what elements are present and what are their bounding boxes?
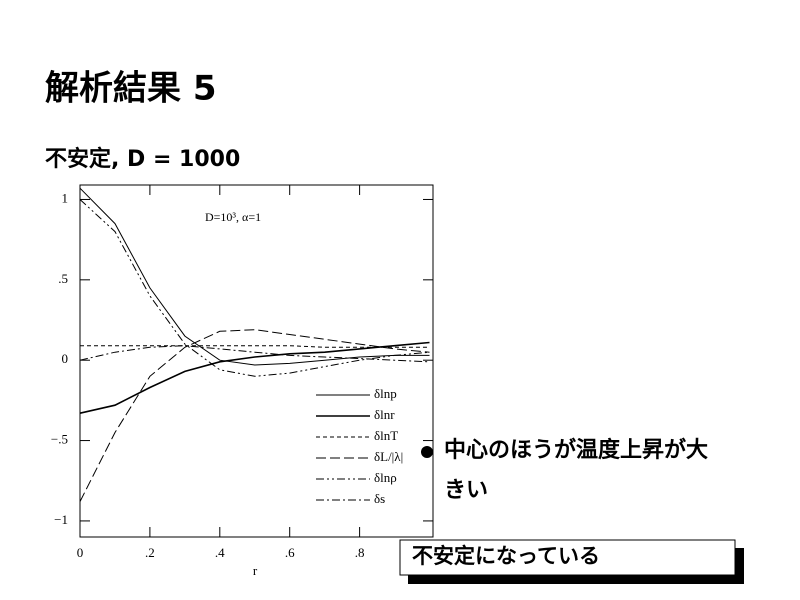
y-tick-label: −1 bbox=[54, 512, 68, 527]
y-tick-label: 1 bbox=[62, 190, 69, 205]
x-tick-label: .2 bbox=[145, 545, 155, 560]
legend-label: δL/|λ| bbox=[374, 449, 403, 464]
x-tick-label: 0 bbox=[77, 545, 84, 560]
y-tick-label: −.5 bbox=[51, 432, 68, 447]
annotation: D=10³, α=1 bbox=[205, 210, 261, 224]
bullet-dot bbox=[421, 446, 433, 458]
y-tick-label: 0 bbox=[62, 351, 69, 366]
y-tick-label: .5 bbox=[58, 271, 68, 286]
series-line bbox=[79, 345, 430, 363]
series-line bbox=[79, 329, 430, 502]
legend-label: δlnp bbox=[374, 386, 397, 401]
x-axis-label: r bbox=[253, 563, 258, 578]
legend-label: δlnT bbox=[374, 428, 398, 443]
series-line bbox=[79, 199, 430, 377]
legend-label: δs bbox=[374, 491, 385, 506]
bullet-text: 中心のほうが温度上昇が大きい bbox=[444, 437, 708, 503]
box-text: 不安定になっている bbox=[412, 544, 600, 568]
series-line bbox=[79, 187, 430, 366]
slide-title: 解析結果 5 bbox=[45, 69, 217, 109]
x-tick-label: .6 bbox=[285, 545, 295, 560]
x-tick-label: .4 bbox=[215, 545, 225, 560]
legend-label: δlnρ bbox=[374, 470, 397, 485]
slide-subtitle: 不安定, D = 1000 bbox=[45, 146, 240, 172]
legend-label: δlnr bbox=[374, 407, 395, 422]
plot-frame bbox=[79, 184, 434, 538]
series-line bbox=[80, 345, 430, 348]
series-line bbox=[79, 341, 430, 414]
box bbox=[399, 539, 736, 576]
x-tick-label: .8 bbox=[355, 545, 365, 560]
